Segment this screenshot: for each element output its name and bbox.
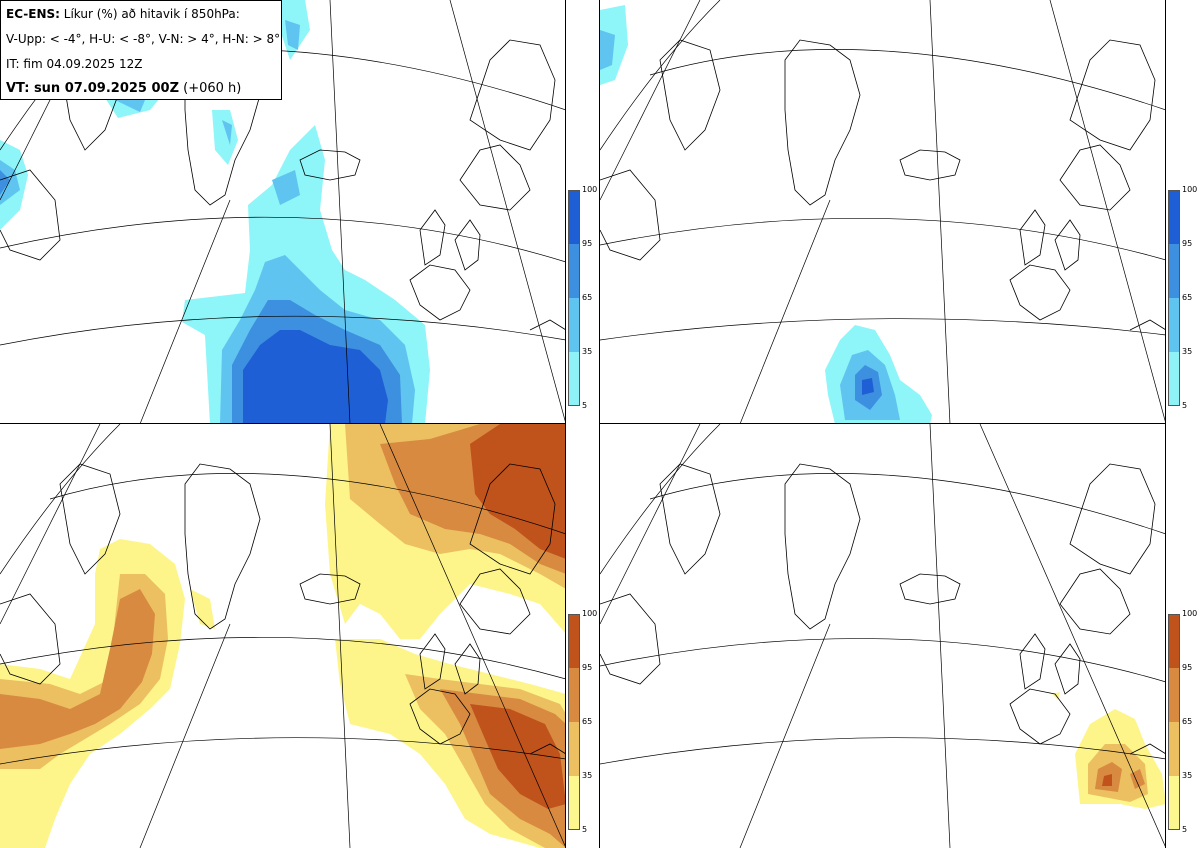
colorbar-segment: [568, 352, 580, 406]
valid-time-line: VT: sun 07.09.2025 00Z (+060 h): [6, 81, 241, 96]
model-label: EC-ENS:: [6, 7, 60, 21]
initial-time-text: IT: fim 04.09.2025 12Z: [6, 57, 143, 71]
coastlines: [0, 463, 566, 755]
colorbar-frame: [1168, 190, 1180, 406]
colorbar-segment: [1168, 668, 1180, 722]
colorbar-segment: [1168, 244, 1180, 298]
colorbar-tick-label: 5: [582, 825, 588, 834]
colorbar-frame: [568, 190, 580, 406]
colorbar-tick-label: 100: [582, 609, 598, 618]
map-panel-warm-4: [0, 424, 566, 848]
colorbar-segment: [568, 722, 580, 776]
panel-divider: [0, 423, 566, 424]
map-canvas: [600, 424, 1166, 848]
colorbar-segment: [1168, 352, 1180, 406]
colorbar-cold-left: 100 95 65 35 5: [568, 186, 608, 410]
colorbar-tick-label: 65: [582, 293, 593, 302]
colorbar-tick-label: 35: [582, 347, 593, 356]
lead-time-text: (+060 h): [183, 81, 242, 96]
probability-field: [0, 424, 566, 848]
title-text: Líkur (%) að hitavik í 850hPa:: [63, 7, 240, 21]
map-panel-warm-8: [600, 424, 1166, 848]
colorbar-warm-left: 100 95 65 35 5: [568, 610, 608, 834]
colorbar-segment: [568, 190, 580, 244]
colorbar-segment: [1168, 722, 1180, 776]
info-title-line: EC-ENS: Líkur (%) að hitavik í 850hPa:: [6, 7, 240, 21]
colorbar-tick-label: 95: [1182, 663, 1193, 672]
colorbar-tick-label: 65: [1182, 717, 1193, 726]
colorbar-tick-label: 100: [1182, 609, 1198, 618]
probability-field: [600, 5, 932, 424]
map-canvas: [0, 424, 566, 848]
graticule: [0, 424, 566, 848]
colorbar-tick-label: 5: [1182, 825, 1188, 834]
colorbar-tick-label: 5: [582, 401, 588, 410]
colorbar-cold-right: 100 95 65 35 5: [1168, 186, 1200, 410]
panel-divider: [565, 0, 566, 848]
colorbar-tick-label: 95: [582, 663, 593, 672]
colorbar-segment: [1168, 614, 1180, 668]
colorbar-tick-label: 65: [582, 717, 593, 726]
colorbar-frame: [568, 614, 580, 830]
colorbar-segment: [568, 244, 580, 298]
map-canvas: [600, 0, 1166, 424]
map-panel-cold-4: EC-ENS: Líkur (%) að hitavik í 850hPa: V…: [0, 0, 566, 424]
colorbar-segment: [568, 776, 580, 830]
colorbar-tick-label: 100: [1182, 185, 1198, 194]
colorbar-segment: [568, 298, 580, 352]
colorbar-tick-label: 65: [1182, 293, 1193, 302]
map-canvas: [0, 0, 566, 424]
coastlines: [600, 39, 1166, 331]
colorbar-segment: [568, 668, 580, 722]
colorbar-tick-label: 35: [1182, 771, 1193, 780]
colorbar-tick-label: 35: [1182, 347, 1193, 356]
thresholds-text: V-Upp: < -4°, H-U: < -8°, V-N: > 4°, H-N…: [6, 32, 281, 46]
probability-field: [1052, 692, 1166, 809]
panel-divider: [600, 423, 1166, 424]
map-panel-cold-8: [600, 0, 1166, 424]
colorbar-segment: [1168, 298, 1180, 352]
panel-divider: [1165, 0, 1166, 848]
colorbar-tick-label: 100: [582, 185, 598, 194]
colorbar-segment: [568, 614, 580, 668]
valid-time-text: VT: sun 07.09.2025 00Z: [6, 81, 179, 96]
colorbar-tick-label: 95: [582, 239, 593, 248]
colorbar-segment: [1168, 190, 1180, 244]
colorbar-tick-label: 95: [1182, 239, 1193, 248]
colorbar-frame: [1168, 614, 1180, 830]
coastlines: [600, 463, 1166, 755]
colorbar-tick-label: 35: [582, 771, 593, 780]
colorbar-warm-right: 100 95 65 35 5: [1168, 610, 1200, 834]
colorbar-segment: [1168, 776, 1180, 830]
colorbar-tick-label: 5: [1182, 401, 1188, 410]
coastlines: [0, 0, 566, 331]
info-box: EC-ENS: Líkur (%) að hitavik í 850hPa: V…: [0, 0, 282, 100]
panel-divider: [599, 0, 600, 848]
